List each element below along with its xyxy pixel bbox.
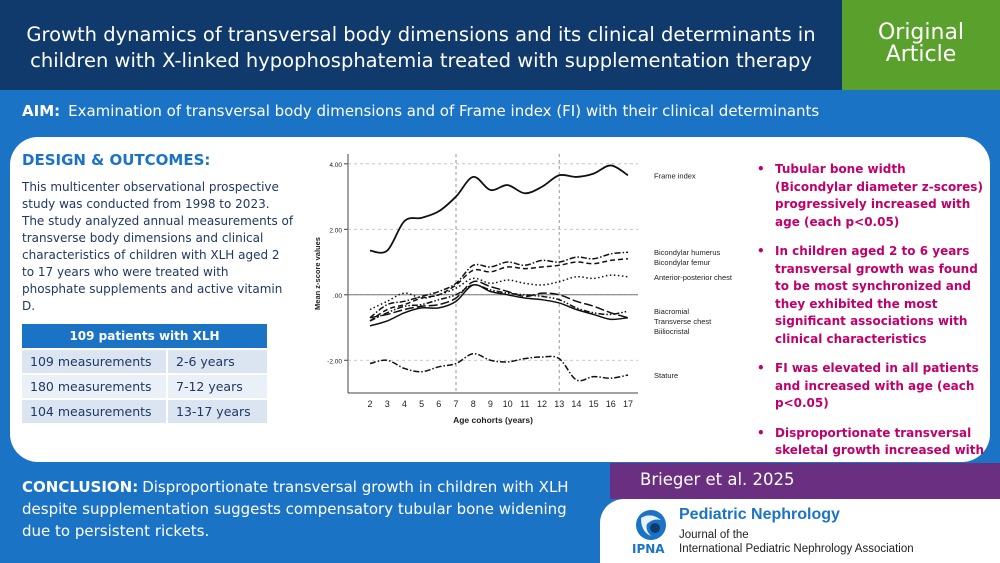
table-row: 104 measurements 13-17 years [22, 399, 267, 425]
series-line-biacromial [369, 284, 629, 322]
table-cell-measurements: 104 measurements [22, 399, 168, 425]
series-label: Biacromial [654, 307, 689, 316]
y-axis-label: Mean z-score values [313, 237, 322, 310]
aim-statement: AIM: Examination of transversal body dime… [22, 102, 819, 120]
page-title: Growth dynamics of transversal body dime… [10, 22, 832, 74]
journal-box [600, 499, 1000, 563]
x-tick-label: 10 [503, 399, 513, 409]
x-tick-label: 7 [453, 399, 458, 409]
series-line-transverse-chest [369, 280, 629, 319]
zscore-line-chart: 4.00 2.00 .00 -2.00 2 3 4 5 6 7 8 9 10 11 12 13 14 15 16 17… [313, 154, 733, 425]
conclusion: CONCLUSION: Disproportionate transversal … [22, 476, 597, 542]
design-heading-text: DESIGN & OUTCOMES [22, 151, 205, 169]
series-label: Stature [654, 371, 678, 380]
result-item: FI was elevated in all patients and incr… [757, 360, 985, 413]
design-heading-suffix: : [204, 151, 211, 169]
x-tick-label: 12 [537, 399, 547, 409]
series-label: Anterior-posterior chest [654, 273, 733, 282]
table-row: 109 measurements 2-6 years [22, 349, 267, 375]
aim-label: AIM: [22, 102, 61, 120]
badge-line-2: Article [885, 42, 957, 67]
x-tick-label: 11 [520, 399, 529, 409]
conclusion-text: Disproportionate transversal growth in c… [22, 478, 569, 540]
y-tick-label: .00 [333, 293, 342, 300]
table-cell-ages: 7-12 years [167, 374, 267, 400]
table-header-row: 109 patients with XLH [22, 324, 267, 350]
table-header: 109 patients with XLH [22, 324, 267, 350]
x-tick-label: 17 [623, 399, 633, 409]
results-list: Tubular bone width (Bicondylar diameter … [757, 161, 985, 477]
series-label: Transverse chest [654, 317, 712, 326]
series-line-frame-index [369, 164, 629, 254]
table-cell-measurements: 109 measurements [22, 349, 168, 375]
ipna-logo-text: IPNA [632, 542, 665, 556]
result-item: Tubular bone width (Bicondylar diameter … [757, 161, 985, 231]
journal-subtitle-2: International Pediatric Nephrology Assoc… [679, 543, 914, 555]
journal-subtitle-1: Journal of the [679, 529, 749, 541]
citation-bar [610, 463, 1000, 499]
x-tick-label: 8 [471, 399, 476, 409]
series-line-bicondylar-humerus [369, 251, 629, 319]
series-label: Frame index [654, 171, 696, 180]
series-label: Biiliocristal [654, 327, 690, 336]
design-text: This multicenter observational prospecti… [22, 180, 294, 313]
x-tick-label: 6 [436, 399, 441, 409]
title-line-2: children with X-linked hypophosphatemia … [30, 49, 812, 72]
x-axis-label: Age cohorts (years) [453, 415, 533, 425]
y-tick-label: -2.00 [327, 358, 342, 365]
x-tick-label: 13 [554, 399, 564, 409]
table-cell-ages: 13-17 years [167, 399, 267, 425]
design-heading: DESIGN & OUTCOMES: [22, 151, 210, 169]
series-label: Bicondylar humerus [654, 248, 721, 257]
aim-text: Examination of transversal body dimensio… [68, 102, 820, 120]
x-tick-label: 5 [419, 399, 424, 409]
article-type-badge: Original Article [842, 0, 1000, 90]
y-tick-label: 2.00 [329, 227, 342, 234]
header-bar [0, 0, 842, 90]
x-tick-label: 3 [385, 399, 390, 409]
x-tick-label: 15 [589, 399, 599, 409]
aim-bar [0, 90, 1000, 136]
table-cell-measurements: 180 measurements [22, 374, 168, 400]
series-label: Bicondylar femur [654, 258, 711, 267]
badge-line-1: Original [877, 20, 965, 45]
conclusion-label: CONCLUSION: [22, 478, 139, 496]
journal-name[interactable]: Pediatric Nephrology [679, 506, 840, 523]
x-tick-label: 9 [488, 399, 493, 409]
x-tick-label: 2 [367, 399, 372, 409]
table-cell-ages: 2-6 years [167, 349, 267, 375]
ipna-globe-icon [636, 510, 666, 540]
patients-table: 109 patients with XLH 109 measurements 2-… [22, 324, 267, 425]
y-tick-label: 4.00 [329, 162, 342, 169]
series-line-biiliocristal [369, 283, 629, 327]
result-item: In children aged 2 to 6 years transversa… [757, 243, 985, 348]
citation[interactable]: Brieger et al. 2025 [640, 470, 795, 489]
x-tick-label: 16 [606, 399, 616, 409]
table-row: 180 measurements 7-12 years [22, 374, 267, 400]
x-tick-label: 4 [402, 399, 407, 409]
x-tick-label: 14 [571, 399, 581, 409]
series-line-stature [369, 352, 629, 382]
title-line-1: Growth dynamics of transversal body dime… [26, 23, 816, 46]
